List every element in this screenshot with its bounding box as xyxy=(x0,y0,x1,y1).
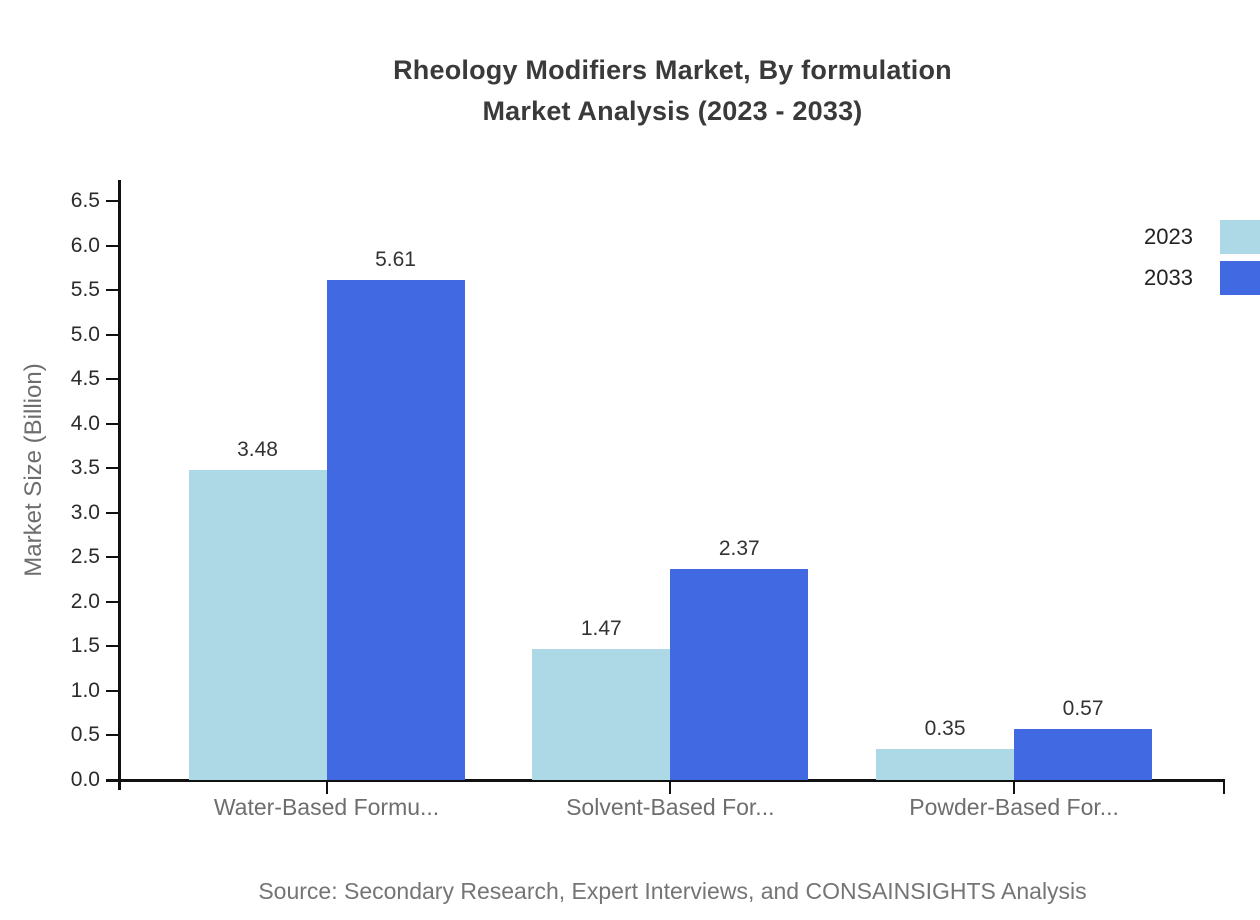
y-tick-label: 5.5 xyxy=(70,278,100,302)
y-tick-mark xyxy=(106,600,120,603)
source-note: Source: Secondary Research, Expert Inter… xyxy=(258,878,1087,904)
x-tick-mark xyxy=(669,782,672,794)
legend-label-2033: 2033 xyxy=(1144,265,1193,290)
y-tick-mark xyxy=(106,645,120,648)
y-axis-spine xyxy=(118,180,121,790)
x-tick-mark xyxy=(1013,782,1016,794)
legend-item-2023[interactable]: 2023 xyxy=(1060,220,1260,254)
legend-label-2023: 2023 xyxy=(1144,224,1193,249)
x-category-label: Water-Based Formu... xyxy=(213,794,440,820)
x-category-label: Powder-Based For... xyxy=(909,794,1119,820)
y-tick-mark xyxy=(106,556,120,559)
bar-2033-cat2[interactable] xyxy=(670,568,809,780)
bar-value-label: 2.37 xyxy=(718,536,760,560)
x-category-label: Solvent-Based For... xyxy=(566,794,775,820)
bar-2023-cat2[interactable] xyxy=(532,649,671,780)
y-tick-label: 6.0 xyxy=(70,233,100,257)
y-tick-mark xyxy=(106,734,120,737)
y-tick-label: 6.5 xyxy=(70,188,100,212)
y-tick-label: 2.0 xyxy=(70,589,100,613)
chart-title: Rheology Modifiers Market, By formulatio… xyxy=(120,50,1225,132)
bar-value-label: 5.61 xyxy=(375,248,416,272)
x-axis-baseline xyxy=(106,779,1225,782)
bar-value-label: 3.48 xyxy=(237,438,278,461)
y-tick-label: 4.0 xyxy=(70,411,100,435)
legend-swatch-2033-icon[interactable] xyxy=(1220,261,1260,295)
y-tick-label: 1.5 xyxy=(70,634,100,658)
y-tick-mark xyxy=(106,422,120,425)
y-tick-mark xyxy=(106,689,120,692)
chart-title-line1: Rheology Modifiers Market, By formulatio… xyxy=(393,55,952,85)
bar-value-label: 0.57 xyxy=(1062,697,1104,721)
y-tick-mark xyxy=(106,779,120,781)
y-tick-label: 1.0 xyxy=(70,678,100,702)
y-tick-mark xyxy=(106,199,120,202)
bar-2023-cat3[interactable] xyxy=(876,748,1015,780)
bar-2023-cat1[interactable] xyxy=(188,470,327,780)
y-tick-mark xyxy=(106,289,120,292)
legend-swatch-2023-icon[interactable] xyxy=(1220,220,1260,254)
y-tick-label: 3.0 xyxy=(70,500,100,524)
y-tick-label: 5.0 xyxy=(70,322,100,346)
y-tick-mark xyxy=(106,333,120,336)
y-tick-label: 4.5 xyxy=(70,367,100,391)
y-tick-mark xyxy=(106,467,120,470)
bar-value-label: 1.47 xyxy=(580,617,622,641)
y-tick-label: 0.5 xyxy=(70,723,100,747)
chart-title-line2: Market Analysis (2023 - 2033) xyxy=(482,96,863,126)
y-tick-label: 3.5 xyxy=(70,456,100,480)
y-tick-mark xyxy=(106,378,120,381)
bar-value-label: 0.35 xyxy=(924,716,966,740)
y-tick-mark xyxy=(106,511,120,514)
y-tick-label: 2.5 xyxy=(70,545,100,569)
bar-2033-cat3[interactable] xyxy=(1014,729,1153,780)
y-tick-label: 0.0 xyxy=(70,768,100,791)
legend-item-2033[interactable]: 2033 xyxy=(1060,261,1260,295)
y-tick-mark xyxy=(106,244,120,247)
bar-2033-cat1[interactable] xyxy=(326,280,465,780)
x-axis-end-tick xyxy=(1223,782,1225,794)
x-tick-mark xyxy=(325,782,328,794)
